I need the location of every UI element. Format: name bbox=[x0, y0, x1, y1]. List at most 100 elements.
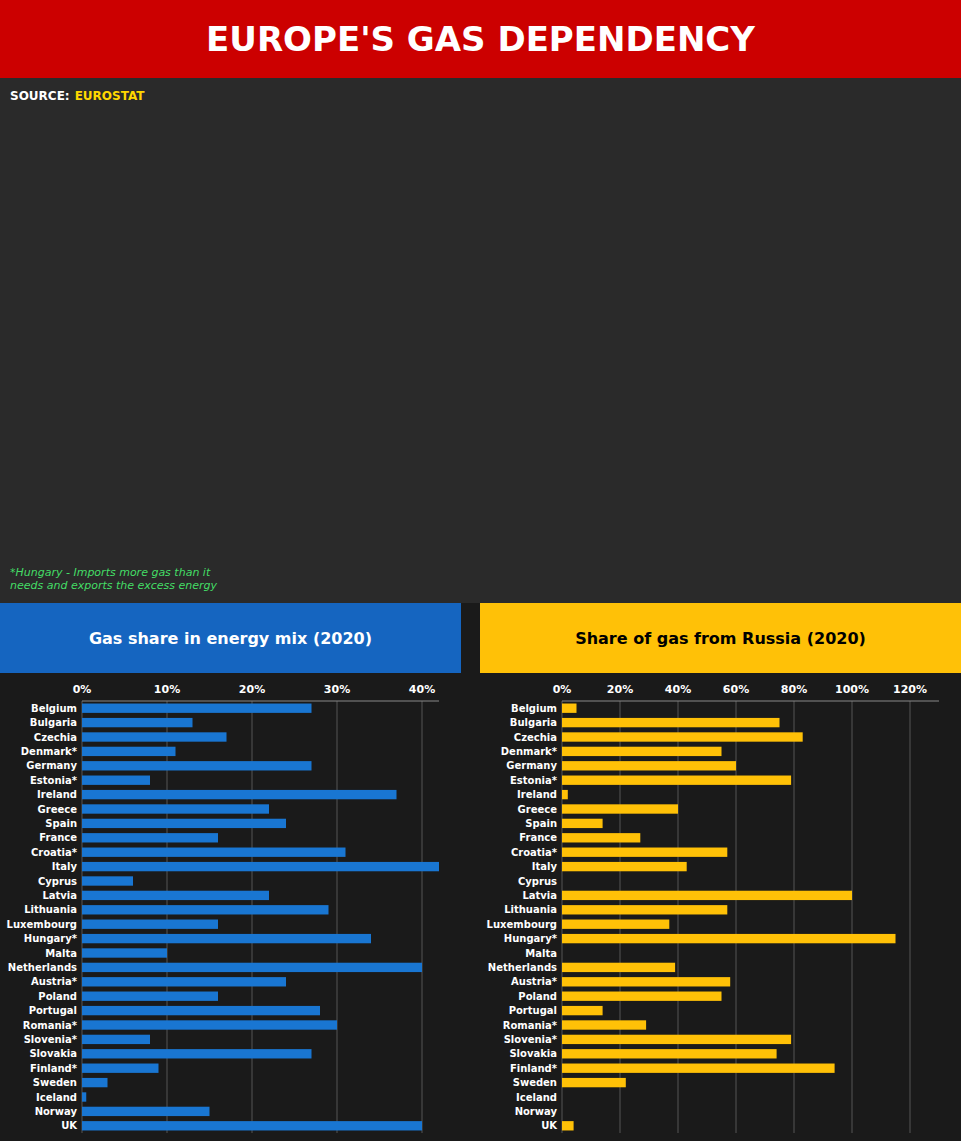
bar bbox=[562, 1049, 777, 1058]
category-label: Czechia bbox=[34, 732, 77, 743]
bar bbox=[562, 704, 577, 713]
grid-line bbox=[337, 701, 338, 1133]
category-label: Portugal bbox=[509, 1005, 557, 1016]
category-label: Lithuania bbox=[24, 904, 77, 915]
category-label: Bulgaria bbox=[30, 717, 77, 728]
category-label: Luxembourg bbox=[487, 919, 557, 930]
bar bbox=[562, 992, 722, 1001]
category-label: Germany bbox=[26, 760, 77, 771]
category-label: Slovakia bbox=[29, 1048, 77, 1059]
bar bbox=[562, 1121, 574, 1130]
bar bbox=[562, 1092, 563, 1101]
bar bbox=[562, 804, 678, 813]
bar bbox=[82, 732, 227, 741]
category-label: Lithuania bbox=[504, 904, 557, 915]
category-label: Netherlands bbox=[8, 962, 77, 973]
bar bbox=[562, 790, 568, 799]
category-label: Finland* bbox=[30, 1063, 78, 1074]
chart-title: Share of gas from Russia (2020) bbox=[575, 629, 866, 648]
bar bbox=[82, 848, 346, 857]
category-label: Cyprus bbox=[518, 876, 557, 887]
chart-title: Gas share in energy mix (2020) bbox=[89, 629, 372, 648]
bar bbox=[82, 704, 312, 713]
bar bbox=[82, 905, 329, 914]
category-label: Poland bbox=[518, 991, 557, 1002]
bar bbox=[562, 1078, 626, 1087]
bar bbox=[82, 891, 269, 900]
tick-label: 60% bbox=[723, 683, 749, 696]
tick-label: 20% bbox=[607, 683, 633, 696]
category-label: Portugal bbox=[29, 1005, 77, 1016]
plot: 0%20%40%60%80%100%120%BelgiumBulgariaCze… bbox=[487, 683, 939, 1133]
category-label: Czechia bbox=[514, 732, 557, 743]
tick-label: 80% bbox=[781, 683, 807, 696]
page: EUROPE'S GAS DEPENDENCYSOURCE:EUROSTAT*H… bbox=[0, 0, 961, 1141]
bar bbox=[562, 891, 852, 900]
tick-label: 40% bbox=[409, 683, 435, 696]
category-label: Netherlands bbox=[488, 962, 557, 973]
bar bbox=[562, 732, 803, 741]
category-label: UK bbox=[61, 1120, 78, 1131]
chart-title-box bbox=[0, 603, 461, 673]
plot: 0%10%20%30%40%BelgiumBulgariaCzechiaDenm… bbox=[7, 683, 439, 1133]
tick-label: 40% bbox=[665, 683, 691, 696]
note-line: *Hungary - Imports more gas than it bbox=[10, 566, 211, 579]
tick-label: 100% bbox=[835, 683, 869, 696]
bar bbox=[82, 833, 218, 842]
category-label: Norway bbox=[35, 1106, 78, 1117]
bar bbox=[82, 1092, 86, 1101]
category-label: Hungary* bbox=[504, 933, 558, 944]
bar bbox=[82, 747, 176, 756]
bars bbox=[562, 704, 896, 1131]
category-label: Austria* bbox=[31, 976, 78, 987]
tick-label: 0% bbox=[73, 683, 92, 696]
bar bbox=[82, 992, 218, 1001]
category-label: Latvia bbox=[42, 890, 77, 901]
bar bbox=[82, 1049, 312, 1058]
bar bbox=[82, 948, 167, 957]
tick-label: 20% bbox=[239, 683, 265, 696]
axis-line bbox=[562, 701, 939, 702]
category-label: Estonia* bbox=[30, 775, 78, 786]
category-label: Denmark* bbox=[21, 746, 78, 757]
axis-line bbox=[82, 701, 439, 702]
bar bbox=[562, 747, 722, 756]
category-label: Italy bbox=[52, 861, 78, 872]
category-label: Belgium bbox=[31, 703, 77, 714]
category-label: Norway bbox=[515, 1106, 558, 1117]
title: EUROPE'S GAS DEPENDENCY bbox=[206, 19, 755, 59]
tick-label: 0% bbox=[553, 683, 572, 696]
bar bbox=[82, 977, 286, 986]
bar bbox=[562, 934, 896, 943]
bar bbox=[562, 1006, 603, 1015]
category-label: UK bbox=[541, 1120, 558, 1131]
category-label: Ireland bbox=[37, 789, 77, 800]
category-label: Iceland bbox=[516, 1092, 557, 1103]
bar bbox=[562, 1064, 835, 1073]
category-label: Belgium bbox=[511, 703, 557, 714]
bar bbox=[562, 1020, 646, 1029]
category-label: Finland* bbox=[510, 1063, 558, 1074]
category-label: Malta bbox=[525, 948, 557, 959]
category-label: Poland bbox=[38, 991, 77, 1002]
category-label: Croatia* bbox=[31, 847, 78, 858]
bar bbox=[562, 833, 640, 842]
category-label: Cyprus bbox=[38, 876, 77, 887]
grid-line bbox=[910, 701, 911, 1133]
category-label: Italy bbox=[532, 861, 558, 872]
source-label: SOURCE: bbox=[10, 89, 70, 103]
bar bbox=[562, 848, 727, 857]
bar bbox=[82, 1006, 320, 1015]
category-label: Slovakia bbox=[509, 1048, 557, 1059]
bar bbox=[82, 920, 218, 929]
bar bbox=[562, 819, 603, 828]
bar bbox=[562, 1107, 563, 1116]
bar bbox=[562, 948, 563, 957]
category-label: Spain bbox=[525, 818, 557, 829]
bar bbox=[82, 862, 439, 871]
category-label: Ireland bbox=[517, 789, 557, 800]
category-label: Romania* bbox=[503, 1020, 558, 1031]
bar bbox=[82, 804, 269, 813]
grid-line bbox=[422, 701, 423, 1133]
category-label: Greece bbox=[38, 804, 78, 815]
